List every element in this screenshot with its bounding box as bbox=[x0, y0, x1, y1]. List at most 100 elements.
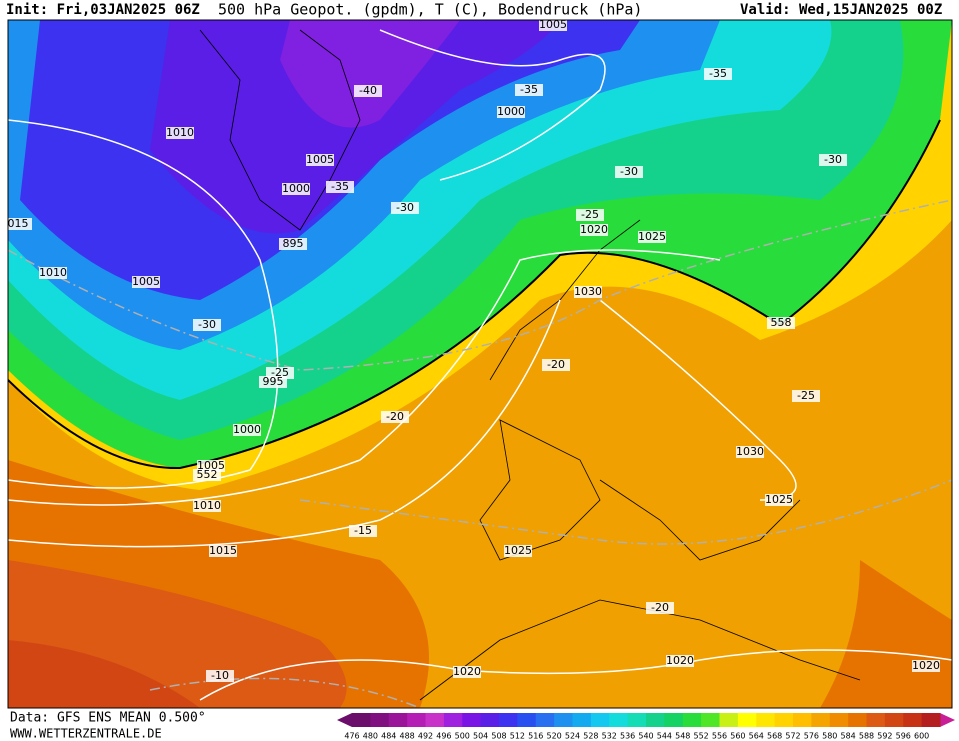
contour-label: -25 bbox=[271, 366, 289, 379]
label-box bbox=[539, 20, 567, 31]
contour-label: -25 bbox=[581, 208, 599, 221]
colorbar-label: 548 bbox=[675, 732, 690, 741]
contour-label: -35 bbox=[709, 67, 727, 80]
contour-label: -20 bbox=[651, 601, 669, 614]
colorbar-swatch bbox=[590, 713, 610, 727]
label-box bbox=[193, 319, 221, 331]
contour-label: 1025 bbox=[765, 493, 793, 506]
contour-label: -20 bbox=[547, 358, 565, 371]
contour-label: -10 bbox=[211, 669, 229, 682]
label-box bbox=[391, 202, 419, 214]
colorbar-swatch bbox=[388, 713, 408, 727]
contour-label: 1030 bbox=[574, 285, 602, 298]
contour-labels: 1005 -35 1000 -40 1010 1005 1000 -35 -30 -35 -30 -3… bbox=[8, 18, 940, 682]
map-frame bbox=[7, 19, 953, 709]
colorbar-label: 600 bbox=[914, 732, 929, 741]
colorbar-label: 516 bbox=[528, 732, 543, 741]
contour-label: 552 bbox=[197, 468, 218, 481]
valid-time: Valid: Wed,15JAN2025 00Z bbox=[740, 2, 942, 18]
label-box bbox=[193, 500, 221, 512]
colorbar-swatch bbox=[407, 713, 426, 727]
contour-label: 1005 bbox=[539, 18, 567, 31]
colorbar-swatch bbox=[517, 713, 537, 727]
label-box bbox=[497, 106, 525, 118]
contour-label: 1025 bbox=[638, 230, 666, 243]
colorbar: 476 480 484 488 492 496 500 504 508 512 516 520 524 5… bbox=[337, 713, 955, 741]
label-box bbox=[233, 424, 261, 436]
map-title: 500 hPa Geopot. (gpdm), T (C), Bodendruc… bbox=[218, 1, 642, 19]
colorbar-label: 576 bbox=[804, 732, 819, 741]
colorbar-swatch bbox=[425, 713, 445, 727]
colorbar-swatch bbox=[535, 713, 555, 727]
contour-label: -40 bbox=[359, 84, 377, 97]
contour-label: 1030 bbox=[736, 445, 764, 458]
label-box bbox=[279, 238, 307, 250]
colorbar-swatch bbox=[609, 713, 629, 727]
label-box bbox=[646, 602, 674, 614]
label-box bbox=[39, 267, 67, 279]
colorbar-swatch bbox=[664, 713, 684, 727]
label-box bbox=[666, 655, 694, 667]
colorbar-swatch bbox=[884, 713, 904, 727]
colorbar-swatch bbox=[480, 713, 500, 727]
colorbar-label: 508 bbox=[491, 732, 506, 741]
init-time: Init: Fri,03JAN2025 06Z bbox=[6, 2, 200, 18]
colorbar-label: 524 bbox=[565, 732, 580, 741]
colorbar-swatch bbox=[848, 713, 867, 727]
label-box bbox=[638, 231, 666, 243]
colorbar-label: 544 bbox=[657, 732, 672, 741]
colorbar-label: 588 bbox=[859, 732, 874, 741]
colorbar-label: 556 bbox=[712, 732, 727, 741]
colorbar-swatch bbox=[793, 713, 812, 727]
label-box bbox=[574, 286, 602, 298]
contour-label: -30 bbox=[396, 201, 414, 214]
colorbar-swatch bbox=[701, 713, 720, 727]
label-box bbox=[8, 218, 32, 230]
colorbar-label: 492 bbox=[418, 732, 433, 741]
colorbar-label: 560 bbox=[730, 732, 745, 741]
colorbar-label: 496 bbox=[436, 732, 451, 741]
label-box bbox=[576, 209, 604, 221]
label-box bbox=[912, 660, 940, 672]
colorbar-swatch bbox=[627, 713, 647, 727]
label-box bbox=[765, 494, 793, 506]
colorbar-label: 480 bbox=[363, 732, 378, 741]
colorbar-label: 504 bbox=[473, 732, 488, 741]
label-box bbox=[515, 84, 543, 96]
colorbar-label: 580 bbox=[822, 732, 837, 741]
colorbar-swatch bbox=[646, 713, 665, 727]
label-box bbox=[615, 166, 643, 178]
label-box bbox=[381, 411, 409, 423]
contour-label: 895 bbox=[283, 237, 304, 250]
colorbar-swatch bbox=[774, 713, 794, 727]
label-box bbox=[354, 85, 382, 97]
contour-label: 1010 bbox=[166, 126, 194, 139]
colorbar-label: 500 bbox=[455, 732, 470, 741]
colorbar-swatch bbox=[866, 713, 886, 727]
colorbar-label: 488 bbox=[399, 732, 414, 741]
colorbar-label: 532 bbox=[602, 732, 617, 741]
label-box bbox=[792, 390, 820, 402]
contour-label: -30 bbox=[198, 318, 216, 331]
colorbar-label: 484 bbox=[381, 732, 396, 741]
label-box bbox=[209, 545, 237, 557]
data-source: Data: GFS ENS MEAN 0.500° bbox=[10, 711, 206, 726]
contour-label: 1005 bbox=[132, 275, 160, 288]
contour-label: -30 bbox=[824, 153, 842, 166]
colorbar-label: 520 bbox=[546, 732, 561, 741]
colorbar-swatch bbox=[370, 713, 390, 727]
colorbar-label: 536 bbox=[620, 732, 635, 741]
contour-label: 995 bbox=[263, 375, 284, 388]
colorbar-swatch bbox=[499, 713, 518, 727]
label-box bbox=[193, 469, 221, 481]
colorbar-swatch bbox=[903, 713, 923, 727]
label-box bbox=[767, 317, 795, 329]
contour-label: -35 bbox=[331, 180, 349, 193]
label-box bbox=[736, 446, 764, 458]
contour-label: 1010 bbox=[39, 266, 67, 279]
site: WWW.WETTERZENTRALE.DE bbox=[10, 727, 162, 741]
label-box bbox=[306, 154, 334, 166]
label-box bbox=[166, 127, 194, 139]
contour-label: -20 bbox=[386, 410, 404, 423]
